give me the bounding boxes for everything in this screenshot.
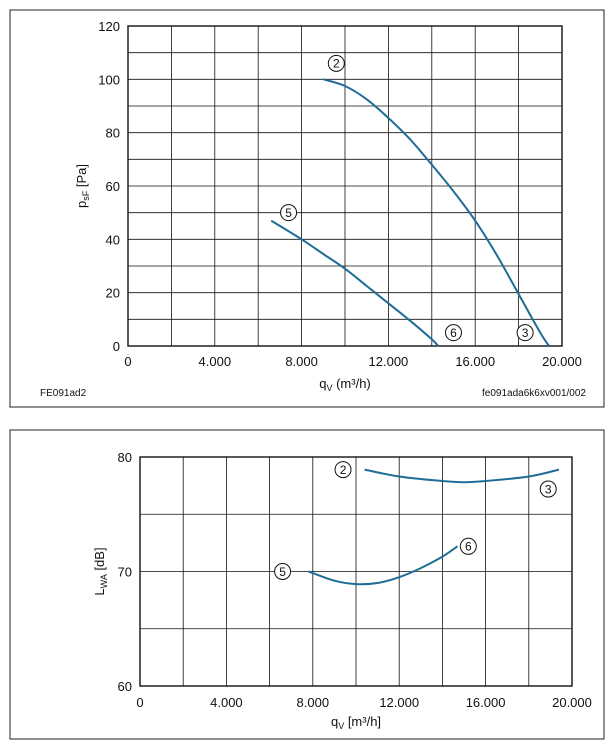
y-tick-label: 80 [106, 126, 120, 141]
y-tick-label: 0 [113, 339, 120, 354]
x-tick-label: 0 [136, 695, 143, 710]
marker-label: 2 [333, 57, 340, 71]
x-tick-label: 16.000 [466, 695, 506, 710]
marker-label: 5 [285, 206, 292, 220]
marker-label: 6 [465, 540, 472, 554]
series-curve-2 [364, 468, 560, 484]
y-tick-label: 100 [98, 72, 120, 87]
chart-code-right: fe091ada6k6xv001/002 [482, 388, 586, 399]
x-tick-label: 12.000 [369, 354, 409, 369]
x-tick-label: 0 [124, 354, 131, 369]
marker-label: 5 [279, 565, 286, 579]
pressure-chart: 0 4.000 8.000 12.000 16.000 20.000 0 20 40 60 80 10… [9, 9, 605, 408]
y-tick-label: 20 [106, 286, 120, 301]
curve-marker-2: 2 [327, 54, 345, 72]
x-tick-label: 20.000 [552, 695, 592, 710]
curve-marker-5: 5 [280, 204, 298, 222]
marker-label: 6 [450, 326, 457, 340]
y-tick-label: 80 [118, 450, 132, 465]
x-tick-label: 4.000 [199, 354, 232, 369]
marker-label: 3 [545, 482, 552, 496]
chart-code-left: FE091ad2 [40, 388, 87, 399]
series-curve-2 [323, 78, 550, 347]
series-curve-5 [270, 219, 440, 347]
y-axis-label: LWA [dB] [92, 547, 109, 595]
sound-power-chart: 0 4.000 8.000 12.000 16.000 20.000 60 70 80 qV [m… [9, 429, 605, 740]
y-tick-label: 60 [118, 679, 132, 694]
curve-marker-6: 6 [445, 324, 462, 342]
curve-marker-6: 6 [459, 537, 477, 555]
x-tick-label: 20.000 [542, 354, 582, 369]
y-tick-label: 70 [118, 565, 132, 580]
x-axis-label: qV (m³/h) [319, 376, 371, 393]
marker-label: 2 [340, 463, 347, 477]
x-tick-label: 12.000 [379, 695, 419, 710]
y-tick-label: 120 [98, 19, 120, 34]
series-curve-5 [308, 545, 459, 586]
x-tick-label: 8.000 [285, 354, 318, 369]
curve-marker-5: 5 [274, 563, 292, 580]
x-axis-label: qV [m³/h] [331, 714, 381, 731]
curve-marker-2: 2 [334, 461, 352, 479]
y-axis-label: psF [Pa] [74, 164, 91, 208]
x-tick-label: 4.000 [210, 695, 243, 710]
x-tick-label: 16.000 [455, 354, 495, 369]
x-tick-label: 8.000 [297, 695, 330, 710]
curve-marker-3: 3 [539, 480, 557, 498]
y-tick-label: 40 [106, 232, 120, 247]
marker-label: 3 [522, 326, 529, 340]
y-tick-label: 60 [106, 179, 120, 194]
curve-marker-3: 3 [516, 324, 534, 342]
